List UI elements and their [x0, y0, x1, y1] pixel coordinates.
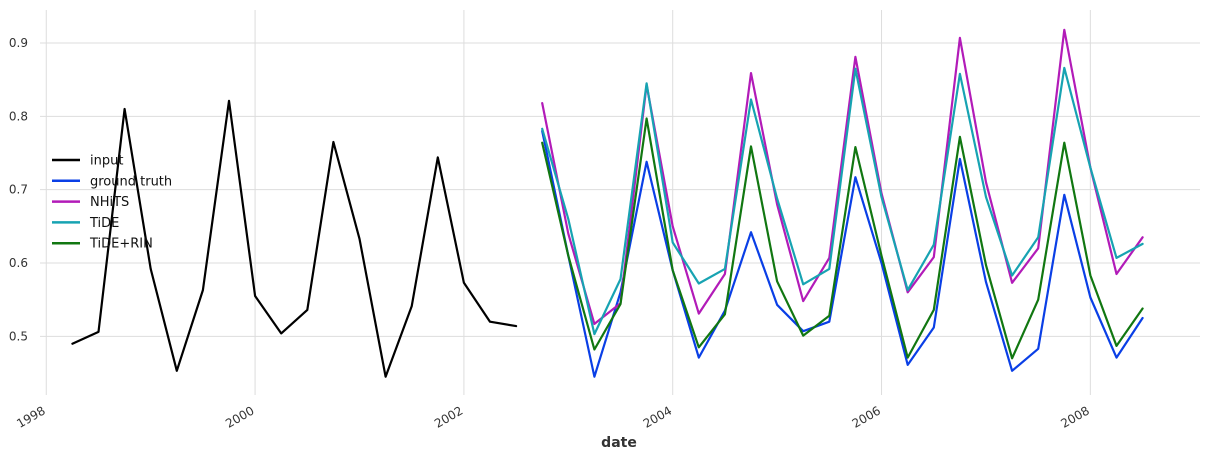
legend: input ground truth NHiTS TiDE TiDE+RIN [52, 154, 172, 252]
series-lines [71, 28, 1144, 378]
grid [40, 10, 1200, 395]
x-tick-label: 2008 [1058, 403, 1091, 430]
legend-label-tide-rin: TiDE+RIN [89, 237, 153, 252]
y-tick-label: 0.5 [9, 329, 28, 343]
legend-label-nhits: NHiTS [90, 195, 129, 210]
x-axis-ticks: 1998 2000 2002 2004 2006 2008 [14, 403, 1092, 430]
x-tick-label: 2002 [432, 403, 465, 430]
x-tick-label: 2004 [641, 403, 674, 430]
y-tick-label: 0.8 [9, 109, 28, 123]
y-tick-label: 0.7 [9, 183, 28, 197]
x-tick-label: 2006 [850, 403, 883, 430]
y-tick-label: 0.9 [9, 36, 28, 50]
legend-label-input: input [90, 154, 123, 169]
x-tick-label: 1998 [14, 403, 47, 430]
x-axis-label: date [601, 435, 637, 451]
y-tick-label: 0.6 [9, 256, 28, 270]
y-axis-ticks: 0.5 0.6 0.7 0.8 0.9 [9, 36, 28, 343]
series-line-input [71, 99, 518, 378]
x-tick-label: 2000 [223, 403, 256, 430]
legend-label-tide: TiDE [89, 216, 119, 231]
legend-label-ground-truth: ground truth [90, 174, 172, 189]
series-line-tide [541, 66, 1144, 336]
series-line-ground-truth [541, 129, 1144, 378]
series-line-tide-rin [541, 117, 1144, 360]
